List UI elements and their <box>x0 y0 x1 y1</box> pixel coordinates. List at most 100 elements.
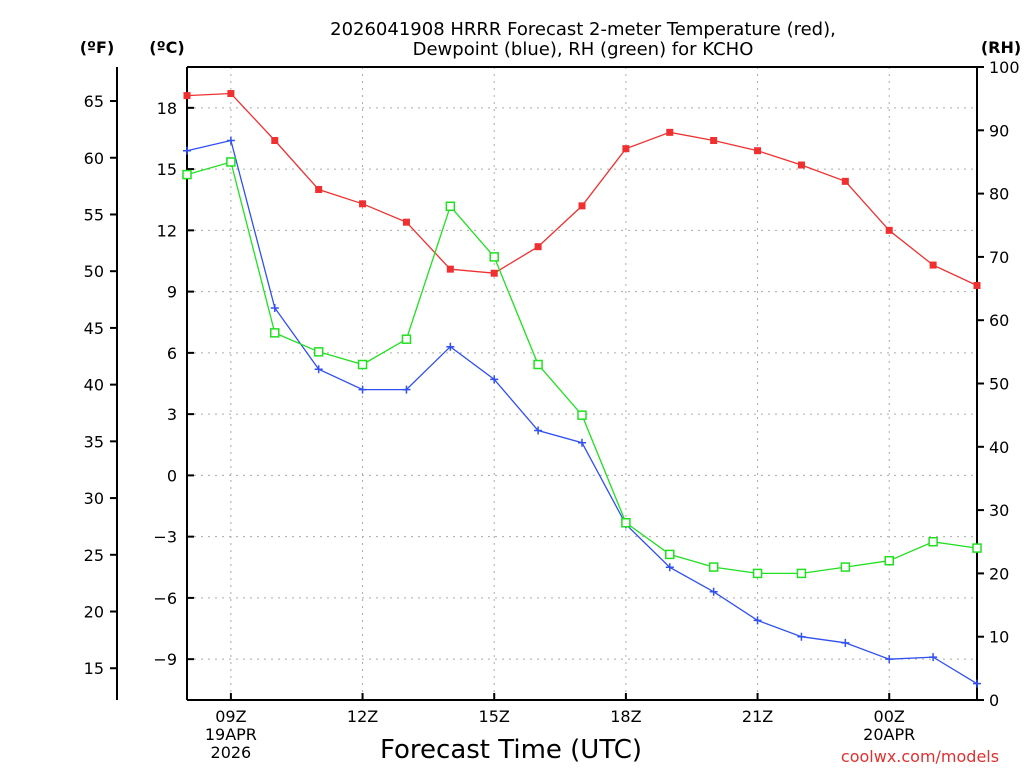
data-point <box>929 653 938 662</box>
data-point <box>885 655 894 664</box>
x-tick-label: 12Z <box>347 707 378 726</box>
data-point <box>357 359 368 370</box>
data-point <box>665 563 674 572</box>
data-point <box>358 385 367 394</box>
data-point <box>270 303 279 312</box>
data-series <box>182 90 982 688</box>
data-point <box>534 243 542 251</box>
x-tick-label: 2026 <box>211 743 252 762</box>
rh-tick-label: 0 <box>989 691 999 710</box>
chart-title-line-2: Dewpoint (blue), RH (green) for KCHO <box>413 39 754 60</box>
data-point <box>841 177 849 185</box>
data-point <box>578 202 586 210</box>
data-point <box>182 169 192 180</box>
data-point <box>797 161 805 169</box>
rh-tick-label: 30 <box>989 501 1009 520</box>
x-tick-label: 21Z <box>742 707 773 726</box>
rh-tick-label: 10 <box>989 628 1009 647</box>
data-point <box>226 157 236 167</box>
data-point <box>710 137 718 145</box>
x-tick-label: 18Z <box>610 707 641 726</box>
data-point <box>402 218 410 226</box>
celsius-tick-label: −9 <box>153 650 177 669</box>
data-point <box>183 146 191 155</box>
data-point <box>577 410 587 420</box>
series-line <box>186 161 978 575</box>
data-point <box>797 632 806 641</box>
fahrenheit-tick-label: 60 <box>84 149 104 168</box>
data-point <box>401 334 412 344</box>
fahrenheit-tick-label: 65 <box>84 92 104 111</box>
x-tick-label: 15Z <box>479 707 510 726</box>
data-point <box>884 555 894 566</box>
data-point <box>621 518 631 528</box>
celsius-tick-label: 18 <box>157 99 177 118</box>
fahrenheit-unit-label: (ºF) <box>80 38 115 57</box>
data-point <box>972 543 982 553</box>
series-rh <box>182 157 982 579</box>
data-point <box>226 136 235 145</box>
data-point <box>929 261 937 269</box>
data-point <box>446 342 455 351</box>
data-point <box>973 679 981 688</box>
fahrenheit-tick-label: 25 <box>84 546 104 565</box>
celsius-tick-label: 0 <box>167 466 177 485</box>
data-point <box>841 638 850 647</box>
x-tick-label: 20APR <box>863 725 915 744</box>
rh-unit-label: (RH) <box>981 38 1021 57</box>
data-point <box>754 147 762 155</box>
fahrenheit-tick-label: 40 <box>84 376 104 395</box>
data-point <box>359 200 367 208</box>
data-point <box>183 92 191 100</box>
x-tick-label: 00Z <box>874 707 905 726</box>
data-point <box>753 616 762 625</box>
data-point <box>622 145 630 153</box>
data-point <box>270 328 280 338</box>
celsius-tick-label: 9 <box>167 283 177 302</box>
data-point <box>752 568 763 579</box>
celsius-tick-label: −6 <box>153 589 177 608</box>
fahrenheit-tick-label: 20 <box>84 603 104 622</box>
fahrenheit-tick-label: 15 <box>84 659 104 678</box>
data-point <box>446 265 454 273</box>
data-point <box>313 347 324 357</box>
data-point <box>227 90 235 98</box>
rh-tick-label: 90 <box>989 121 1009 140</box>
tick-labels: 1815129630−3−6−9656055504540353025201510… <box>84 58 1020 762</box>
data-point <box>709 587 718 596</box>
chart-title-line-1: 2026041908 HRRR Forecast 2-meter Tempera… <box>330 19 836 40</box>
celsius-tick-label: 15 <box>157 160 177 179</box>
rh-tick-label: 20 <box>989 564 1009 583</box>
rh-tick-label: 60 <box>989 311 1009 330</box>
fahrenheit-tick-label: 55 <box>84 205 104 224</box>
data-point <box>665 549 675 560</box>
data-point <box>534 426 543 435</box>
data-point <box>973 281 981 289</box>
data-point <box>840 562 851 572</box>
rh-tick-label: 50 <box>989 375 1009 394</box>
credit-text: coolwx.com/models <box>841 747 999 766</box>
axes <box>110 66 984 701</box>
celsius-tick-label: 6 <box>167 344 177 363</box>
fahrenheit-tick-label: 50 <box>84 262 104 281</box>
data-point <box>490 269 498 277</box>
rh-tick-label: 40 <box>989 438 1009 457</box>
rh-tick-label: 100 <box>989 58 1020 77</box>
data-point <box>928 537 938 547</box>
x-tick-label: 19APR <box>205 725 257 744</box>
data-point <box>445 201 456 212</box>
data-point <box>314 365 323 374</box>
celsius-unit-label: (ºC) <box>149 38 184 57</box>
celsius-tick-label: 12 <box>157 221 177 240</box>
series-dewpoint <box>183 136 981 688</box>
fahrenheit-tick-label: 30 <box>84 489 104 508</box>
fahrenheit-tick-label: 35 <box>84 432 104 451</box>
data-point <box>315 186 323 194</box>
series-2-meter-temperature <box>183 90 981 289</box>
data-point <box>490 375 499 384</box>
data-point <box>402 385 411 394</box>
data-point <box>885 226 893 234</box>
data-point <box>708 562 719 572</box>
data-point <box>796 568 807 579</box>
